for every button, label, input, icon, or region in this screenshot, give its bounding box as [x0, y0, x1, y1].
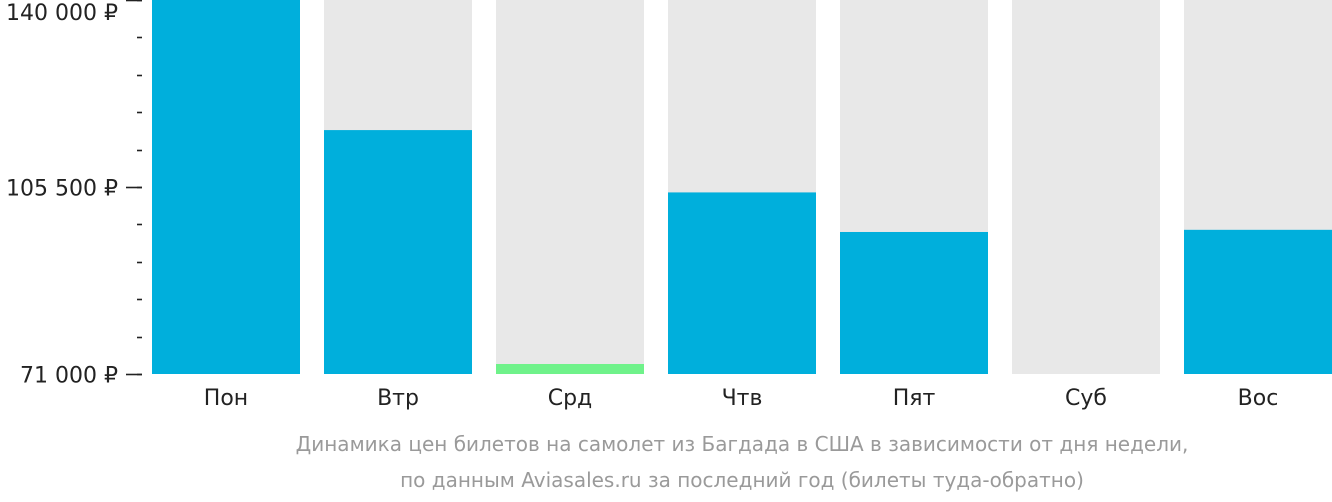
x-axis-labels: Пон Втр Срд Чтв Пят Суб Вос	[204, 386, 1279, 411]
x-tick-label-3: Срд	[548, 386, 593, 411]
price-chart-svg: 140 000 ₽105 500 ₽71 000 ₽ Пон Втр Срд Чтв П…	[6, 0, 1332, 411]
x-tick-label-6: Суб	[1065, 386, 1107, 411]
bar-7	[1184, 229, 1332, 374]
chart-caption-line-2: по данным Aviasales.ru за последний год …	[400, 468, 1084, 492]
y-tick-label-1: 140 000 ₽	[6, 1, 118, 26]
bar-5	[840, 231, 988, 374]
chart-caption-line-1: Динамика цен билетов на самолет из Багда…	[295, 432, 1189, 456]
x-tick-label-1: Пон	[204, 386, 248, 411]
background-bar-3	[496, 0, 644, 374]
x-tick-label-5: Пят	[893, 386, 936, 411]
bar-2	[324, 130, 472, 374]
x-tick-label-2: Втр	[377, 386, 419, 411]
y-tick-label-2: 105 500 ₽	[6, 177, 118, 202]
x-tick-label-7: Вос	[1238, 386, 1279, 411]
y-tick-label-3: 71 000 ₽	[20, 364, 118, 389]
bar-4	[668, 192, 816, 374]
background-bar-6	[1012, 0, 1160, 374]
x-tick-label-4: Чтв	[722, 386, 763, 411]
bar-3	[496, 364, 644, 374]
y-axis: 140 000 ₽ 105 500 ₽ 71 000 ₽	[6, 0, 142, 389]
bars	[152, 0, 1332, 374]
bar-1	[152, 0, 300, 374]
